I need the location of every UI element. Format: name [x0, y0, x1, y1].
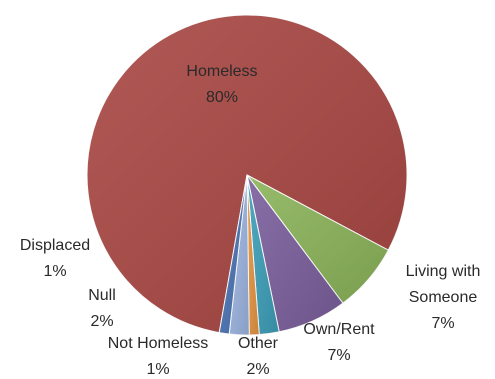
- pie-slice-shade-null: [229, 175, 250, 335]
- data-label-percent: 1%: [146, 361, 169, 378]
- pie-labels: Homeless 80% Living with Someone 7% Own/Rent 7…: [20, 63, 480, 378]
- data-label-percent: 7%: [327, 347, 350, 364]
- data-label-percent: 1%: [43, 263, 66, 280]
- data-label-displaced: Displaced 1%: [20, 237, 90, 280]
- data-label-name: Not Homeless: [108, 335, 208, 352]
- pie-slice-shade-not-homeless: [247, 175, 260, 335]
- data-label-name: Displaced: [20, 237, 90, 254]
- data-label-percent: 2%: [246, 361, 269, 378]
- data-label-name: Living with: [406, 263, 481, 280]
- data-label-own-rent: Own/Rent 7%: [303, 321, 375, 364]
- data-label-name: Someone: [409, 289, 478, 306]
- data-label-homeless: Homeless 80%: [186, 63, 257, 106]
- data-label-name: Null: [88, 287, 116, 304]
- data-label-null: Null 2%: [88, 287, 116, 330]
- pie-slice-shade-other: [247, 175, 280, 335]
- data-label-percent: 2%: [90, 313, 113, 330]
- data-label-name: Own/Rent: [303, 321, 375, 338]
- data-label-percent: 7%: [431, 315, 454, 332]
- data-label-name: Homeless: [186, 63, 257, 80]
- pie-slice-shade-own-rent: [247, 175, 343, 332]
- pie-slice-shade-homeless: [87, 15, 408, 333]
- pie-slice-shade-displaced: [219, 175, 247, 334]
- data-label-not-homeless: Not Homeless 1%: [108, 335, 208, 378]
- data-label-percent: 80%: [206, 89, 238, 106]
- data-label-other: Other 2%: [238, 335, 279, 378]
- pie-slice-shade-living-with-someone: [247, 175, 389, 304]
- data-label-living-with-someone: Living with Someone 7%: [406, 263, 481, 332]
- pie-slices: [86, 14, 408, 336]
- data-label-name: Other: [238, 335, 279, 352]
